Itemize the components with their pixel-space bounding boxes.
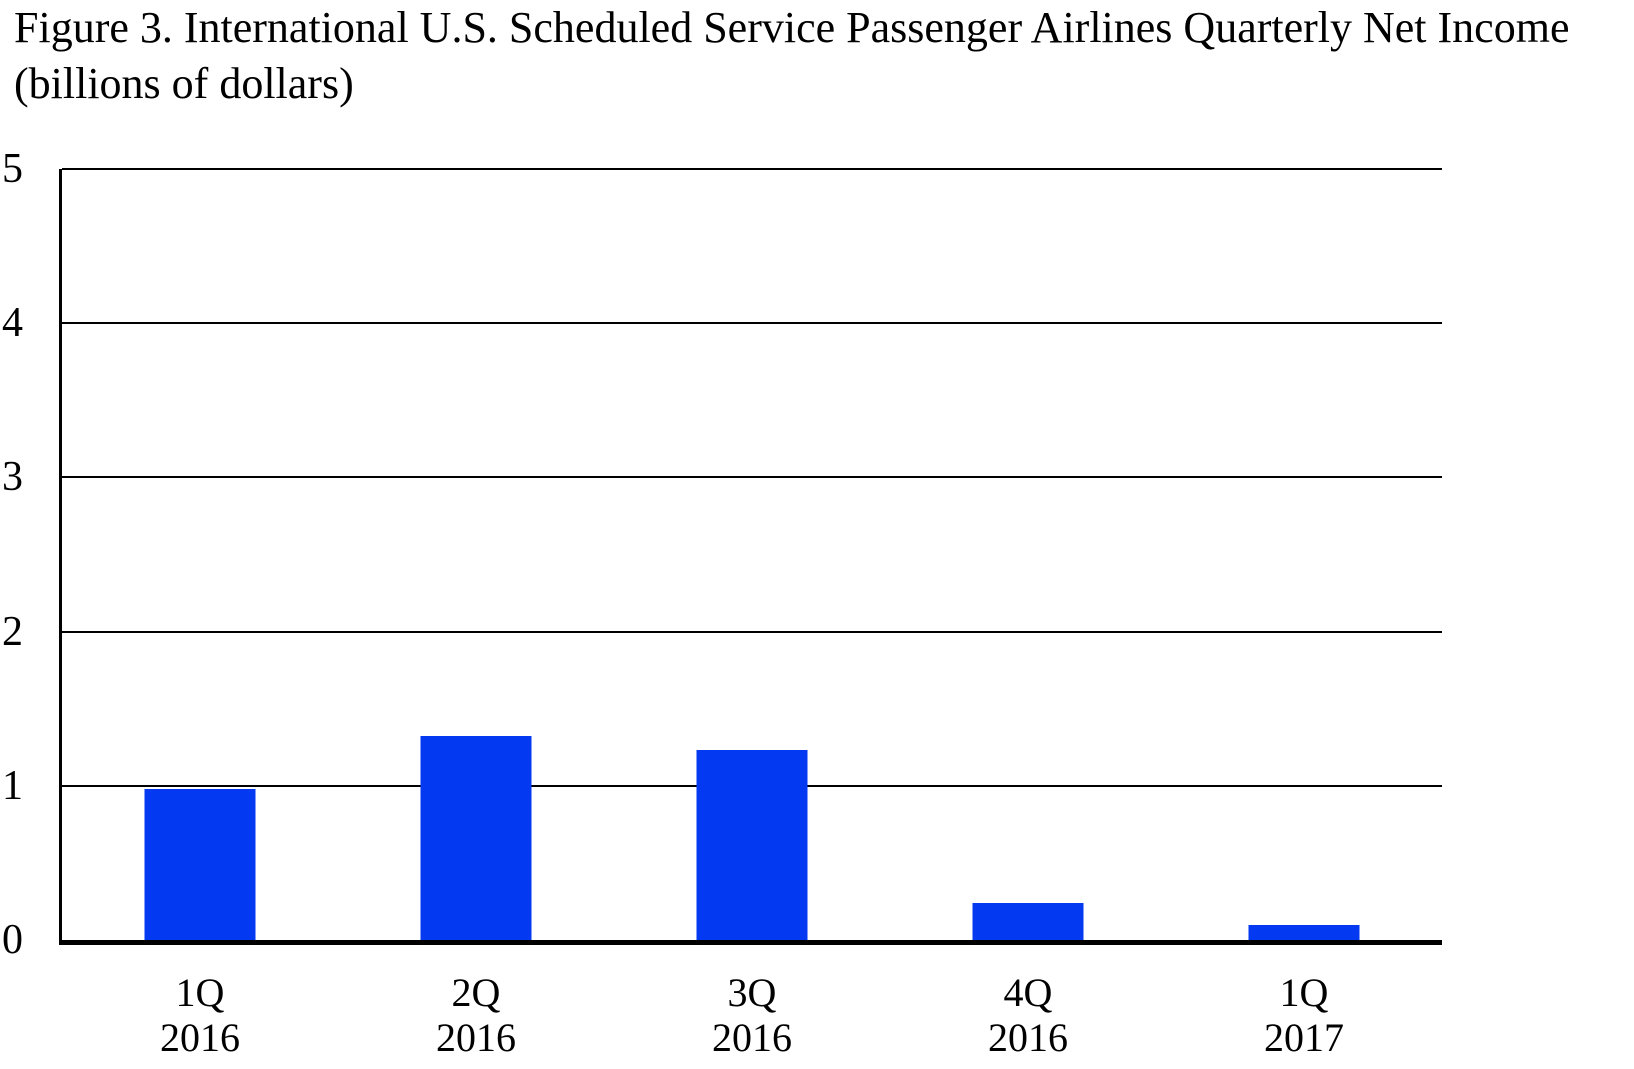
bar-1q-2017 <box>1248 924 1360 940</box>
x-tick-label-line: 4Q <box>1003 970 1053 1015</box>
x-tick-label-line: 3Q <box>727 970 777 1015</box>
y-axis: 5 4 3 2 1 0 <box>0 146 44 963</box>
gridline-y-5 <box>62 168 1442 170</box>
x-tick-label-line: 2017 <box>1264 1015 1344 1060</box>
plot-area <box>59 168 1442 945</box>
x-tick-label-line: 2016 <box>712 1015 792 1060</box>
chart-title-line1: Figure 3. International U.S. Scheduled S… <box>14 3 1570 52</box>
x-tick-label-line: 2016 <box>160 1015 240 1060</box>
x-tick-label-4q-2016: 4Q 2016 <box>988 970 1068 1060</box>
y-tick-label-1: 1 <box>2 762 23 809</box>
y-tick-label-5: 5 <box>2 146 23 192</box>
x-tick-label-1q-2016: 1Q 2016 <box>160 970 240 1060</box>
y-tick-label-3: 3 <box>2 454 23 501</box>
x-tick-label-line: 2016 <box>436 1015 516 1060</box>
y-tick-label-2: 2 <box>2 608 23 655</box>
x-tick-label-line: 1Q <box>1279 970 1329 1015</box>
bar-1q-2016 <box>144 788 256 940</box>
x-tick-label-line: 2Q <box>451 970 501 1015</box>
y-tick-label-0: 0 <box>2 917 23 963</box>
x-tick-label-1q-2017: 1Q 2017 <box>1264 970 1344 1060</box>
gridline-y-2 <box>62 630 1442 633</box>
bar-2q-2016 <box>420 736 532 940</box>
x-tick-label-3q-2016: 3Q 2016 <box>712 970 792 1060</box>
x-tick-label-line: 2016 <box>988 1015 1068 1060</box>
y-tick-label-4: 4 <box>2 300 23 347</box>
x-tick-label-2q-2016: 2Q 2016 <box>436 970 516 1060</box>
gridline-y-3 <box>62 476 1442 479</box>
bar-4q-2016 <box>972 903 1084 940</box>
x-axis: 1Q 2016 2Q 2016 3Q 2016 4Q 2016 1Q 2017 <box>62 970 1442 1066</box>
chart-title: Figure 3. International U.S. Scheduled S… <box>14 0 1624 112</box>
bar-3q-2016 <box>696 750 808 940</box>
x-tick-label-line: 1Q <box>175 970 225 1015</box>
chart-title-line2: (billions of dollars) <box>14 59 354 108</box>
gridline-y-4 <box>62 322 1442 325</box>
